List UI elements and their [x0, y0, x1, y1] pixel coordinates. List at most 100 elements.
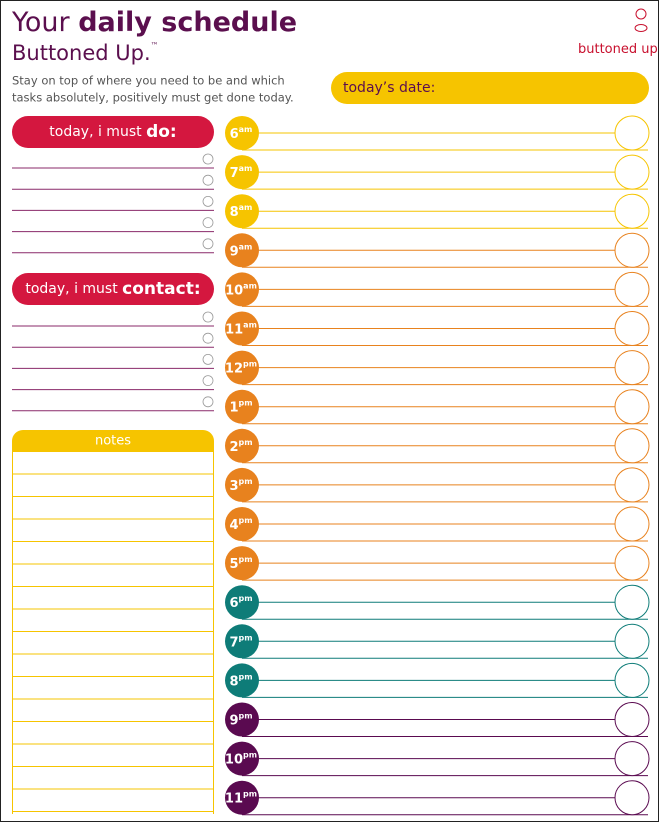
brand-trademark: ™ [658, 40, 659, 48]
hour-number: 12 [225, 361, 243, 376]
title-main: daily schedule [78, 7, 297, 38]
check-circle [614, 311, 650, 346]
checkbox [202, 174, 214, 186]
check-circle [614, 428, 650, 464]
hour-badge [225, 116, 259, 150]
hour-suffix: pm [238, 476, 252, 485]
hour-label: 10pm [225, 750, 257, 767]
hour-badge [225, 507, 259, 541]
hour-suffix: am [243, 320, 257, 329]
check-circle [614, 232, 650, 268]
check-circle [614, 350, 650, 386]
hour-suffix: pm [238, 516, 252, 525]
hour-badge [225, 467, 259, 502]
hour-suffix: pm [238, 633, 252, 642]
subtitle: Buttoned Up.™ [12, 41, 159, 66]
lists [12, 153, 214, 814]
checkbox [202, 217, 214, 229]
hour-badge [225, 780, 259, 815]
hour-badge [225, 155, 259, 190]
check-circle [614, 506, 650, 542]
hour-number: 6 [229, 596, 238, 611]
hour-suffix: am [239, 242, 253, 251]
hour-label: 8pm [229, 672, 252, 689]
checkbox [202, 332, 214, 344]
hour-number: 3 [229, 478, 238, 493]
hour-number: 6 [230, 127, 239, 142]
hour-label: 7pm [229, 633, 252, 650]
hour-number: 7 [230, 166, 239, 181]
do-pill [12, 116, 214, 148]
check-circle [614, 741, 650, 777]
check-circle [614, 154, 650, 190]
hour-badge [225, 194, 259, 229]
contact-label-bold: contact: [122, 279, 200, 299]
hour-rows: 6am7am8am9am10am11am12pm1pm2pm3pm4pm5pm6… [225, 115, 650, 816]
hour-suffix: pm [243, 750, 257, 759]
hour-number: 10 [225, 752, 243, 767]
hour-number: 7 [229, 635, 238, 650]
subtitle-text: Buttoned Up. [12, 41, 151, 65]
hour-suffix: pm [238, 672, 252, 681]
checkbox [202, 375, 214, 387]
brand-logo: buttoned up™ [578, 8, 659, 57]
hour-label: 1pm [229, 398, 252, 415]
hour-badge [225, 428, 259, 463]
hour-suffix: pm [238, 555, 252, 564]
hour-label: 5pm [229, 555, 252, 572]
hour-badge [225, 585, 259, 620]
contact-label: today, i must contact: [25, 279, 200, 299]
hour-badge [225, 350, 259, 385]
check-circle [614, 623, 650, 659]
checkbox [202, 396, 214, 408]
hour-number: 9 [229, 713, 238, 728]
notes-header [12, 430, 214, 452]
contact-label-prefix: today, i must [25, 281, 118, 297]
hour-label: 2pm [229, 437, 252, 454]
hour-suffix: am [243, 281, 257, 290]
check-circle [614, 115, 650, 151]
hour-suffix: am [239, 125, 253, 134]
hour-number: 8 [230, 205, 239, 220]
hour-badge [225, 233, 259, 268]
title: Your daily schedule [11, 7, 297, 38]
hour-label: 12pm [225, 359, 257, 376]
date-pill [331, 72, 649, 104]
hour-label: 11pm [225, 789, 257, 806]
hour-suffix: pm [243, 359, 257, 368]
hour-label: 7am [230, 164, 253, 181]
hour-badge [225, 741, 259, 776]
hour-badge [225, 546, 259, 581]
hour-number: 2 [229, 439, 238, 454]
hour-number: 4 [229, 518, 238, 533]
hour-label: 3pm [229, 476, 252, 493]
check-circle [614, 389, 650, 425]
hour-label: 9pm [229, 711, 252, 728]
hour-label: 11am [225, 320, 257, 337]
brand: buttoned up™ [578, 40, 659, 57]
date-label: today’s date: [343, 80, 435, 96]
do-label-bold: do: [146, 122, 177, 142]
check-circle [614, 702, 650, 737]
hour-number: 11 [225, 322, 243, 337]
title-prefix: Your [11, 7, 71, 38]
checkbox [202, 353, 214, 365]
hour-badge [225, 272, 259, 307]
description-line: tasks absolutely, positively must get do… [12, 91, 294, 105]
hour-badge [225, 663, 259, 698]
hour-number: 9 [230, 244, 239, 259]
hour-label: 6pm [229, 594, 252, 611]
do-label-prefix: today, i must [49, 124, 142, 140]
do-label: today, i must do: [49, 122, 176, 142]
brand-text: buttoned up [578, 42, 658, 57]
hour-label: 10am [225, 281, 257, 298]
hour-suffix: pm [238, 398, 252, 407]
hour-label: 6am [230, 125, 253, 142]
description-line: Stay on top of where you need to be and … [12, 74, 285, 88]
check-circle [614, 467, 650, 503]
hour-badge [225, 702, 259, 737]
hour-number: 10 [225, 283, 243, 298]
hour-label: 4pm [229, 516, 252, 533]
check-circle [614, 662, 650, 698]
hour-suffix: am [239, 164, 253, 173]
